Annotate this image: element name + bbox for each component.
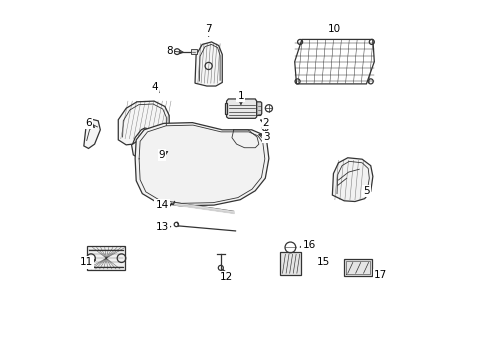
- Polygon shape: [332, 158, 372, 202]
- Text: 12: 12: [220, 272, 233, 282]
- Polygon shape: [195, 42, 222, 86]
- Text: 17: 17: [373, 270, 386, 280]
- Polygon shape: [226, 99, 256, 118]
- Polygon shape: [135, 123, 268, 206]
- Text: 8: 8: [165, 46, 172, 56]
- Text: 2: 2: [262, 118, 269, 128]
- Text: 4: 4: [151, 82, 158, 92]
- Polygon shape: [280, 252, 301, 275]
- Text: 1: 1: [237, 91, 244, 101]
- Text: 10: 10: [327, 24, 340, 35]
- Text: 13: 13: [155, 222, 168, 231]
- Polygon shape: [344, 259, 371, 276]
- Polygon shape: [118, 101, 169, 145]
- Text: 5: 5: [363, 186, 369, 196]
- FancyBboxPatch shape: [190, 49, 197, 54]
- Text: 15: 15: [316, 257, 329, 267]
- Text: 11: 11: [80, 257, 93, 267]
- Text: 16: 16: [302, 239, 315, 249]
- Polygon shape: [225, 103, 226, 114]
- Text: 14: 14: [155, 200, 168, 210]
- Text: 6: 6: [85, 118, 92, 128]
- Text: 7: 7: [205, 24, 211, 35]
- Text: 3: 3: [262, 132, 269, 142]
- Polygon shape: [256, 102, 261, 116]
- Polygon shape: [131, 140, 155, 159]
- Text: 9: 9: [159, 150, 165, 160]
- Polygon shape: [87, 246, 125, 270]
- Polygon shape: [83, 119, 100, 148]
